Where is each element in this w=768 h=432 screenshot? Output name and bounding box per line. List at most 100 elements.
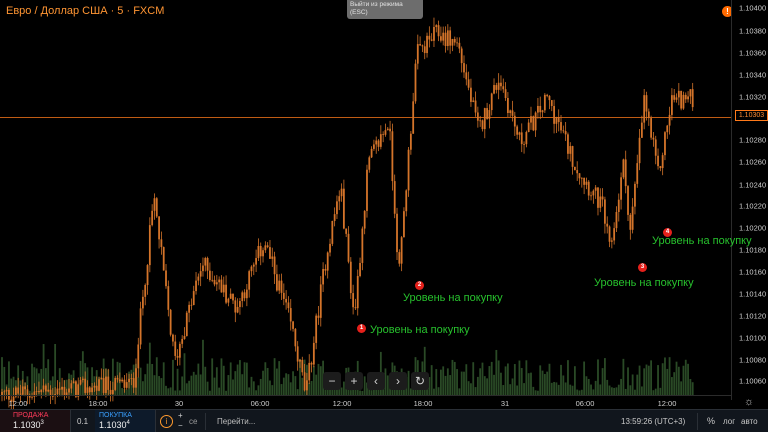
volume-bar <box>456 369 458 395</box>
gear-icon[interactable]: ☼ <box>744 396 755 408</box>
candle-body <box>465 72 468 80</box>
candle-body <box>130 378 133 379</box>
candle-body <box>511 110 514 116</box>
candle-body <box>211 279 214 281</box>
volume-bar <box>1 357 3 395</box>
volume-bar <box>403 387 405 395</box>
current-price-label: 1.10303 <box>735 110 768 121</box>
candle-body <box>114 377 117 390</box>
candle-body <box>229 293 232 299</box>
volume-bar <box>645 364 648 395</box>
candle-body <box>476 112 479 121</box>
volume-bar <box>594 380 597 395</box>
sell-button[interactable]: ПРОДАЖА 1.10303 <box>0 410 71 432</box>
candle-body <box>363 210 366 229</box>
volume-bar <box>209 390 211 395</box>
price-tick: 1.10100 <box>739 333 767 343</box>
volume-bar <box>370 390 373 395</box>
price-axis[interactable]: 1.10400 1.10380 1.10360 1.10340 1.10320 … <box>731 0 768 400</box>
goto-date-button[interactable]: Перейти... <box>217 417 256 426</box>
candle-body <box>137 344 140 369</box>
candle-body <box>379 134 382 147</box>
candle-body <box>162 247 165 271</box>
candle-body <box>617 199 620 212</box>
volume-bar <box>167 388 170 395</box>
candle-body <box>342 188 345 229</box>
zoom-in-button[interactable]: + <box>345 372 363 390</box>
chart-nav-controls: − + ‹ › ↻ <box>323 372 429 390</box>
candle-body <box>414 63 417 102</box>
volume-bar <box>493 374 495 395</box>
volume-bar <box>495 349 498 395</box>
candle-body <box>301 359 304 373</box>
time-tick: 18:00 <box>88 399 108 408</box>
candle-body <box>620 177 622 200</box>
price-tick: 1.10160 <box>739 267 767 277</box>
volume-bar <box>222 365 225 395</box>
minus-button[interactable]: − <box>178 421 183 430</box>
volume-bar <box>610 387 613 395</box>
candle-body <box>386 128 389 131</box>
percent-scale-toggle[interactable]: % <box>707 416 716 426</box>
info-icon[interactable]: i <box>160 415 173 428</box>
reset-chart-button[interactable]: ↻ <box>411 372 429 390</box>
candle-body <box>373 144 375 149</box>
candle-body <box>659 166 662 169</box>
candle-body <box>470 87 472 102</box>
volume-bar <box>684 359 687 395</box>
volume-bar <box>599 384 602 395</box>
price-tick: 1.10400 <box>739 3 767 13</box>
volume-bar <box>511 378 514 395</box>
candle-body <box>458 42 461 49</box>
candle-body <box>495 85 498 90</box>
plus-button[interactable]: + <box>178 411 183 420</box>
candle-body <box>333 214 336 221</box>
candle-body <box>576 170 579 174</box>
candle-body <box>569 146 572 154</box>
volume-bar <box>453 361 456 395</box>
volume-bar <box>640 386 643 395</box>
volume-bar <box>252 381 255 395</box>
candle-body <box>132 378 135 388</box>
candle-body <box>275 274 278 291</box>
candle-body <box>684 94 687 100</box>
auto-scale-toggle[interactable]: авто <box>741 417 758 426</box>
log-scale-toggle[interactable]: лог <box>723 417 736 426</box>
candle-body <box>146 265 149 286</box>
candle-body <box>310 362 313 365</box>
volume-bar <box>412 389 415 395</box>
volume-bar <box>225 390 227 395</box>
volume-bar <box>604 358 606 395</box>
candle-body <box>560 122 562 131</box>
volume-bar <box>449 375 452 395</box>
candle-body <box>72 381 75 384</box>
volume-bar <box>590 384 592 395</box>
volume-bar <box>677 366 680 395</box>
volume-bar <box>162 362 165 395</box>
alert-icon[interactable]: ! <box>722 6 733 17</box>
candle-body <box>504 89 507 99</box>
volume-bar <box>155 357 158 395</box>
buy-button[interactable]: ПОКУПКА 1.10304 <box>95 410 156 432</box>
quantity-field[interactable]: 0.1 <box>77 417 89 426</box>
candle-body <box>666 125 669 133</box>
volume-bar <box>241 374 244 395</box>
time-axis[interactable]: 12:00 18:00 30 06:00 12:00 18:00 31 06:0… <box>0 395 731 410</box>
buy-price: 1.10304 <box>99 420 130 430</box>
volume-bar <box>553 381 555 395</box>
scroll-left-button[interactable]: ‹ <box>367 372 385 390</box>
candle-body <box>553 106 555 124</box>
clock[interactable]: 13:59:26 (UTC+3) <box>621 417 686 426</box>
volume-bar <box>142 381 144 395</box>
candle-body <box>35 391 38 392</box>
price-tick: 1.10340 <box>739 70 767 80</box>
volume-bar <box>257 385 260 395</box>
buy-label: ПОКУПКА <box>99 412 132 419</box>
volume-bar <box>583 361 586 395</box>
zoom-out-button[interactable]: − <box>323 372 341 390</box>
volume-bar <box>81 351 84 395</box>
scroll-right-button[interactable]: › <box>389 372 407 390</box>
candle-body <box>70 383 73 389</box>
time-tick: 12:00 <box>332 399 352 408</box>
